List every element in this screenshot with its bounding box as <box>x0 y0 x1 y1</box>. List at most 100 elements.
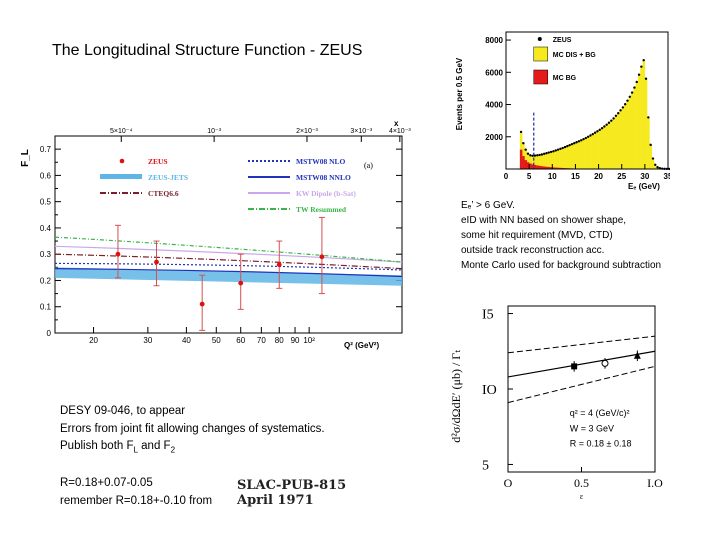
mc-bg-bar <box>552 167 555 169</box>
zeus-data-point <box>522 142 525 145</box>
mc-total-bar <box>531 155 534 169</box>
slac-stamp-line-1: SLAC-PUB-815 <box>237 478 347 493</box>
slac-fit-line <box>507 350 656 378</box>
slac-stamp-line-2: April 1971 <box>237 493 314 508</box>
mc-total-bar <box>577 141 581 169</box>
zeus-data-point <box>623 103 627 106</box>
mc-bg-bar <box>524 160 528 169</box>
mc-total-bar <box>587 136 590 169</box>
data-point <box>276 262 282 268</box>
hist-x-tick-label: 25 <box>617 172 626 181</box>
y-tick-label: 0.1 <box>40 303 52 312</box>
zeus-data-point <box>619 109 622 112</box>
zeus-data-point <box>580 139 583 142</box>
legend-label: MSTW08 NNLO <box>296 173 351 182</box>
slac-y-tick-label: 5 <box>482 458 489 473</box>
zeus-data-point <box>647 116 650 119</box>
plot-frame <box>54 135 403 334</box>
mc-total-bar <box>600 128 604 169</box>
hist-y-tick-label: 6000 <box>485 68 503 77</box>
zeus-data-point <box>584 136 588 140</box>
data-point <box>154 259 159 265</box>
top-tick-label: 5×10⁻⁴ <box>110 128 132 135</box>
zeus-data-point <box>554 149 557 152</box>
zeus-data-point <box>610 119 613 122</box>
hist-x-tick-label: 0 <box>504 172 509 181</box>
y-tick-label: 0.2 <box>40 276 52 285</box>
x-tick-label: 70 <box>257 336 266 345</box>
mc-bg-bar <box>543 166 546 169</box>
hist-y-tick-label: 8000 <box>485 36 503 45</box>
zeus-data-point <box>640 65 643 68</box>
theory-curve <box>54 236 403 263</box>
mc-total-bar <box>612 118 615 169</box>
x-tick-label: 10² <box>303 336 315 345</box>
mc-total-bar <box>630 92 634 169</box>
mc-total-bar <box>584 138 588 169</box>
mc-total-bar <box>536 155 539 169</box>
r-result-note: R=0.18+0.07-0.05 remember R=0.18+-0.10 f… <box>60 475 212 510</box>
legend-label: ZEUS-JETS <box>148 173 188 182</box>
slide-title: The Longitudinal Structure Function - ZE… <box>52 42 363 59</box>
mc-total-bar <box>561 148 565 169</box>
hist-x-tick-label: 10 <box>548 172 557 181</box>
panel-tag: (a) <box>364 161 373 170</box>
mc-bg-bar <box>529 163 532 169</box>
slac-y-axis-label: d²σ/dΩdE′ (μb) / Γₜ <box>449 349 463 443</box>
zeus-data-point <box>582 137 585 141</box>
data-point <box>199 301 205 307</box>
hist-frame <box>505 31 669 170</box>
r-line-1: R=0.18+0.07-0.05 <box>60 477 153 489</box>
mc-total-bar <box>547 152 551 169</box>
hist-x-tick-label: 20 <box>594 172 603 181</box>
zeus-data-point <box>575 141 578 144</box>
fl-vs-q2-chart: 00.10.20.30.40.50.60.720 30 40 50 60 70 80 90 10… <box>20 119 411 350</box>
x-tick-label: 20 <box>89 336 98 345</box>
y-tick-label: 0.7 <box>40 145 52 154</box>
zeus-data-point <box>589 134 592 137</box>
mc-bg-bar <box>519 149 523 169</box>
y-tick-label: 0.6 <box>40 171 52 180</box>
hist-legend-marker <box>533 46 549 62</box>
mc-total-bar <box>644 78 648 169</box>
cut-line-2: eID with NN based on shower shape, <box>461 215 627 226</box>
top-tick-label: 3×10⁻³ <box>350 128 372 135</box>
mc-bg-bar <box>526 162 530 169</box>
zeus-data-point <box>630 91 634 94</box>
top-tick-label: 2×10⁻³ <box>296 128 318 135</box>
fl-plot-area: 00.10.20.30.40.50.60.720 30 40 50 60 70 80 90 10… <box>20 119 411 350</box>
slac-y-tick-label: I5 <box>482 308 494 323</box>
zeus-data-point <box>656 166 659 169</box>
zeus-data-point <box>570 142 574 146</box>
slac-x-axis-label: ε <box>580 492 584 501</box>
mc-total-bar <box>549 151 553 169</box>
mc-bg-bar <box>531 164 534 169</box>
mc-bg-bar <box>522 156 525 169</box>
hist-y-tick-label: 2000 <box>485 133 503 142</box>
slac-point-triangle <box>633 351 641 359</box>
mc-bg-bar <box>538 165 541 169</box>
legend-label: CTEQ6.6 <box>148 189 179 198</box>
zeus-data-point <box>556 148 560 151</box>
hist-x-axis-label: Eₑ (GeV) <box>628 182 660 191</box>
zeus-data-point <box>561 146 564 150</box>
zeus-data-point <box>637 73 641 76</box>
zeus-data-point <box>628 95 632 98</box>
mc-total-bar <box>654 164 657 169</box>
mc-total-bar <box>591 134 595 169</box>
mc-total-bar <box>596 131 599 169</box>
zeus-data-point <box>644 77 648 80</box>
mc-total-bar <box>619 110 622 169</box>
mc-total-bar <box>617 113 620 169</box>
hist-x-tick-label: 30 <box>640 172 649 181</box>
desy-line-1: DESY 09-046, to appear <box>60 405 186 417</box>
mc-total-bar <box>573 143 576 169</box>
mc-total-bar <box>538 154 541 169</box>
zeus-data-point <box>573 142 576 145</box>
mc-total-bar <box>605 124 609 169</box>
y-axis-label: F_L <box>20 149 31 167</box>
desy-line-2: Errors from joint fit allowing changes o… <box>60 422 325 435</box>
zeus-data-point <box>651 157 655 160</box>
zeus-data-point <box>612 117 615 120</box>
mc-bg-bar <box>549 167 553 169</box>
